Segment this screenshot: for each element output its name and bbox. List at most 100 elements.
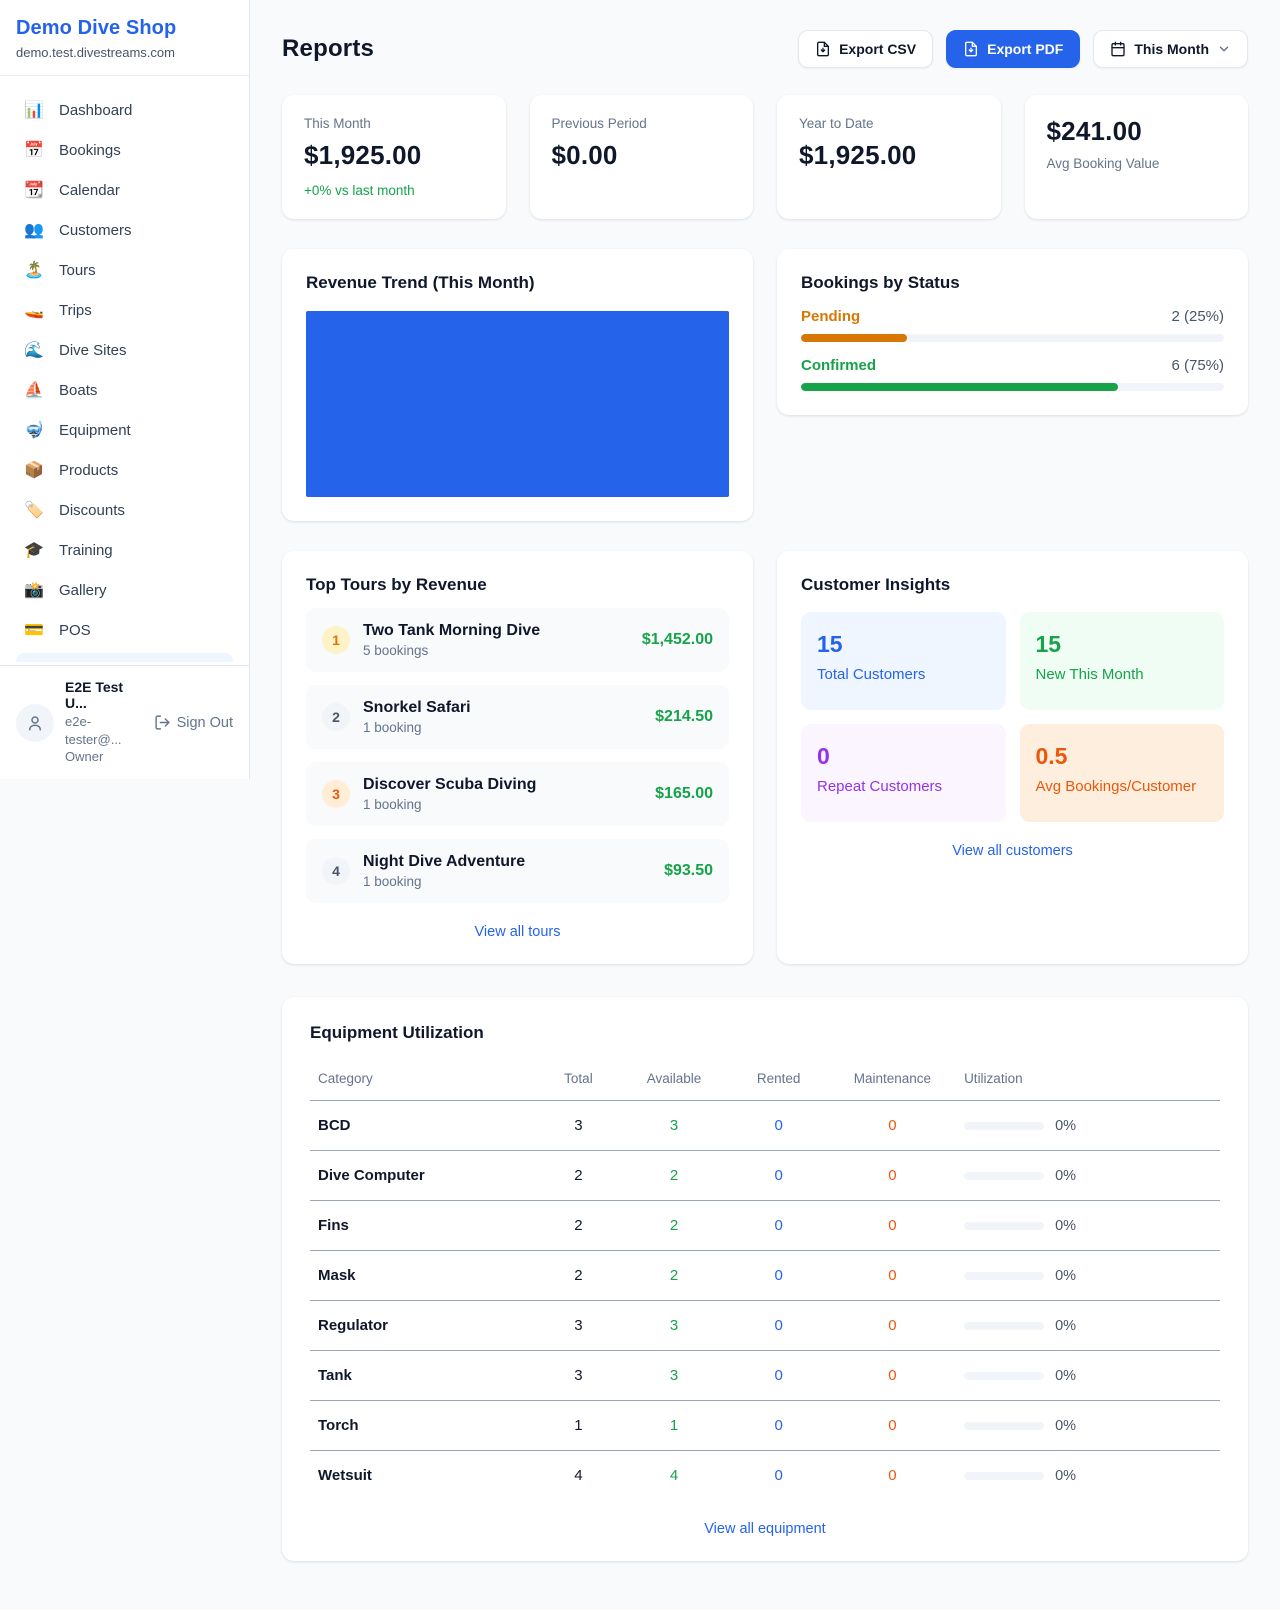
cell-maintenance: 0 [828,1350,957,1401]
tile-label: Total Customers [817,666,926,683]
cell-total: 1 [537,1400,620,1451]
utilization-bar [964,1171,1045,1180]
cell-utilization: 0% [956,1400,1220,1451]
period-selector[interactable]: This Month [1093,30,1248,68]
sidebar-item-dashboard[interactable]: 📊 Dashboard [8,90,241,130]
table-row: Torch 1 1 0 0 0% [310,1400,1220,1451]
dashboard-icon: 📊 [24,102,44,119]
utilization-bar [964,1371,1045,1380]
customer-insights-title: Customer Insights [801,575,951,594]
sidebar-item-label: Calendar [59,181,120,199]
export-csv-button[interactable]: Export CSV [798,30,934,68]
tour-name: Night Dive Adventure [363,853,526,870]
cell-available: 2 [619,1200,729,1251]
user-email: e2e-tester@... [65,714,122,747]
tour-bookings: 5 bookings [363,643,429,658]
cell-rented: 0 [774,1467,783,1484]
sidebar-item-boats[interactable]: ⛵ Boats [8,370,241,410]
utilization-label: 0% [1055,1467,1077,1484]
sidebar-item-pos[interactable]: 💳 POS [8,610,241,650]
revenue-trend-chart [306,311,729,497]
top-tours-title: Top Tours by Revenue [306,575,487,594]
sidebar-item-label: Dashboard [59,101,133,119]
sidebar-item-bookings[interactable]: 📅 Bookings [8,130,241,170]
insight-tiles: 15 Total Customers 15 New This Month 0 R… [801,612,1224,822]
insights-row: Top Tours by Revenue 1 Two Tank Morning … [282,551,1248,964]
sidebar: Demo Dive Shop demo.test.divestreams.com… [0,0,250,779]
stat-value: $1,925.00 [304,140,422,170]
equipment-utilization-card: Equipment Utilization Category Total Ava… [282,997,1248,1561]
sidebar-item-discounts[interactable]: 🏷️ Discounts [8,490,241,530]
tour-bookings: 1 booking [363,720,422,735]
sidebar-item-tours[interactable]: 🏝️ Tours [8,250,241,290]
table-row: Dive Computer 2 2 0 0 0% [310,1150,1220,1201]
customers-icon: 👥 [24,222,44,239]
cell-maintenance: 0 [828,1400,957,1451]
utilization-bar [964,1121,1045,1130]
sidebar-item-training[interactable]: 🎓 Training [8,530,241,570]
shop-title: Demo Dive Shop [16,17,177,39]
tile-avg-bookings: 0.5 Avg Bookings/Customer [1019,724,1224,822]
cell-available: 1 [619,1400,729,1451]
sign-out-button[interactable]: Sign Out [154,714,233,731]
cell-maintenance: 0 [828,1250,957,1301]
calendar-outline-icon [1111,41,1126,57]
speedboat-icon: 🚤 [24,302,44,319]
cell-rented: 0 [728,1250,829,1301]
stat-value: $1,925.00 [799,140,917,170]
tour-bookings: 1 booking [363,797,422,812]
cell-maintenance: 0 [828,1150,957,1201]
package-icon: 📦 [24,462,44,479]
cell-utilization: 0% [956,1100,1220,1151]
tour-revenue: $214.50 [655,708,713,725]
stat-label: This Month [304,116,371,131]
view-all-equipment-link[interactable]: View all equipment [704,1521,826,1537]
top-tours-card: Top Tours by Revenue 1 Two Tank Morning … [282,551,753,964]
stat-card-previous-period: Previous Period $0.00 [529,95,753,219]
tour-revenue: $93.50 [664,862,713,879]
rank-badge: 3 [322,780,350,808]
cell-total: 2 [537,1200,620,1251]
table-row: Fins 2 2 0 0 0% [310,1200,1220,1251]
stat-value: $241.00 [1046,116,1142,146]
tile-new-this-month: 15 New This Month [1019,612,1224,710]
cell-category: Fins [310,1200,538,1251]
cell-category: Wetsuit [318,1467,372,1484]
utilization-label: 0% [1055,1167,1077,1184]
sidebar-item-label: POS [59,621,91,639]
sidebar-item-trips[interactable]: 🚤 Trips [8,290,241,330]
customer-insights-card: Customer Insights 15 Total Customers 15 … [777,551,1248,964]
cell-total: 2 [537,1250,620,1301]
export-pdf-button[interactable]: Export PDF [946,30,1081,68]
sidebar-item-gallery[interactable]: 📸 Gallery [8,570,241,610]
revenue-trend-card: Revenue Trend (This Month) [282,249,753,521]
sidebar-item-products[interactable]: 📦 Products [8,450,241,490]
sidebar-item-label: Boats [59,381,98,399]
cell-category: Tank [310,1350,538,1401]
period-label: This Month [1134,41,1209,57]
view-all-tours-link[interactable]: View all tours [474,924,561,940]
sidebar-item-equipment[interactable]: 🤿 Equipment [8,410,241,450]
tour-name: Snorkel Safari [363,699,471,716]
view-all-customers-link[interactable]: View all customers [952,843,1073,859]
stat-label: Previous Period [551,116,647,131]
page-header: Reports Export CSV Export PDF This Month [282,30,1248,68]
status-row-confirmed: Confirmed 6 (75%) [801,357,1224,391]
sidebar-item-calendar[interactable]: 📆 Calendar [8,170,241,210]
rank-badge: 2 [322,703,350,731]
sidebar-item-reports-partial[interactable] [16,653,233,662]
table-row: BCD 3 3 0 0 0% [310,1100,1220,1151]
sidebar-item-dive-sites[interactable]: 🌊 Dive Sites [8,330,241,370]
revenue-trend-title: Revenue Trend (This Month) [306,273,535,292]
stat-value: $0.00 [551,140,618,170]
table-row: Mask 2 2 0 0 0% [310,1250,1220,1301]
progress-fill-confirmed [801,383,1119,391]
sidebar-item-label: Tours [59,261,96,279]
tour-bookings: 1 booking [363,874,422,889]
stat-card-year-to-date: Year to Date $1,925.00 [777,95,1001,219]
sidebar-item-label: Equipment [59,421,131,439]
utilization-label: 0% [1055,1267,1077,1284]
sidebar-item-customers[interactable]: 👥 Customers [8,210,241,250]
sidebar-item-label: Dive Sites [59,341,127,359]
header-actions: Export CSV Export PDF This Month [798,30,1248,68]
